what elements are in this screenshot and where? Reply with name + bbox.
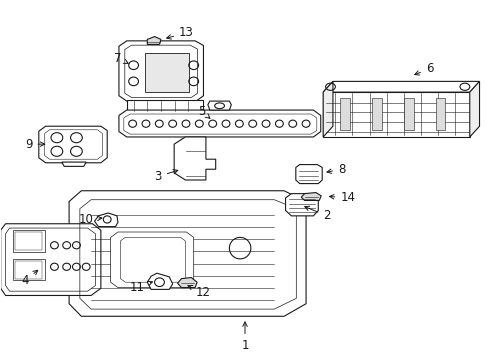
Polygon shape: [119, 41, 203, 101]
Text: 12: 12: [188, 285, 211, 300]
Polygon shape: [470, 81, 480, 137]
Polygon shape: [119, 110, 321, 137]
Polygon shape: [69, 191, 306, 316]
Polygon shape: [286, 194, 318, 216]
Text: 7: 7: [114, 51, 128, 64]
FancyBboxPatch shape: [13, 230, 45, 252]
FancyBboxPatch shape: [372, 98, 382, 130]
FancyBboxPatch shape: [15, 261, 42, 279]
FancyBboxPatch shape: [404, 98, 414, 130]
Text: 11: 11: [130, 281, 152, 294]
Polygon shape: [121, 237, 185, 282]
Text: 10: 10: [79, 213, 102, 226]
Text: 6: 6: [415, 62, 433, 75]
Polygon shape: [174, 137, 216, 180]
Polygon shape: [323, 92, 470, 137]
Polygon shape: [296, 165, 322, 184]
FancyBboxPatch shape: [145, 53, 189, 92]
Polygon shape: [39, 126, 107, 163]
FancyBboxPatch shape: [13, 259, 45, 280]
Polygon shape: [177, 278, 197, 288]
Text: 2: 2: [305, 206, 331, 222]
FancyBboxPatch shape: [436, 98, 445, 130]
Polygon shape: [147, 37, 161, 44]
Text: 1: 1: [241, 322, 249, 352]
Text: 14: 14: [329, 192, 355, 204]
Text: 3: 3: [154, 170, 178, 183]
Polygon shape: [323, 81, 480, 92]
Text: 8: 8: [327, 163, 345, 176]
FancyBboxPatch shape: [15, 232, 42, 250]
Polygon shape: [95, 213, 118, 226]
Polygon shape: [111, 232, 194, 288]
Text: 5: 5: [198, 105, 210, 118]
Polygon shape: [62, 162, 86, 166]
Polygon shape: [0, 224, 101, 296]
Text: 13: 13: [167, 27, 194, 40]
Polygon shape: [208, 101, 231, 110]
Polygon shape: [147, 273, 172, 289]
Polygon shape: [301, 193, 321, 201]
Polygon shape: [323, 81, 333, 137]
Text: 9: 9: [25, 138, 45, 150]
FancyBboxPatch shape: [340, 98, 350, 130]
Text: 4: 4: [22, 270, 38, 287]
Polygon shape: [127, 100, 203, 112]
